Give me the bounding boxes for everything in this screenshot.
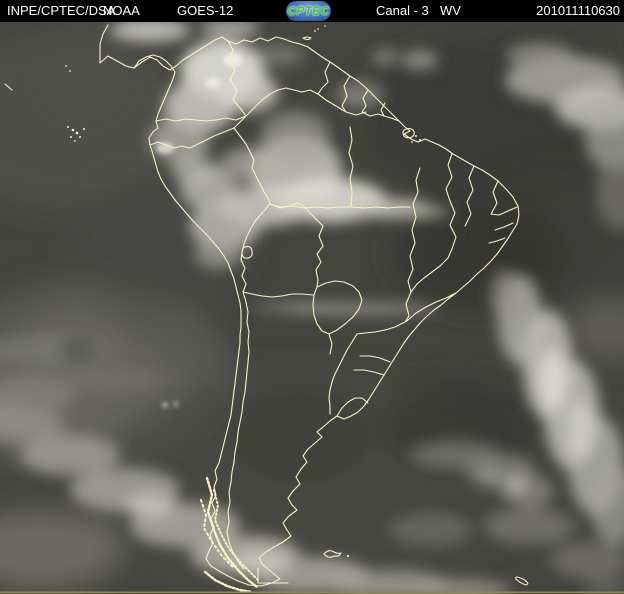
timestamp-label: 201011110630: [536, 3, 620, 18]
cloud-layer: [0, 18, 624, 594]
coastline: [99, 24, 520, 587]
agency-label: NOAA: [103, 3, 140, 18]
island-outlines: [4, 36, 529, 586]
bottom-edge-line: [0, 591, 624, 594]
cptec-logo-text: CPTEC: [287, 4, 330, 18]
fjord-texture: [200, 476, 260, 594]
cptec-logo: CPTEC: [286, 1, 331, 21]
island-dots: [65, 25, 421, 558]
channel-type-label: WV: [440, 3, 461, 18]
state-borders: [269, 126, 518, 376]
lake-titicaca: [241, 245, 253, 259]
map-borders: [4, 24, 529, 594]
country-borders: [149, 40, 400, 584]
organization-label: INPE/CPTEC/DSA: [7, 3, 116, 18]
channel-label: Canal - 3: [376, 3, 429, 18]
bright-spots-layer: [156, 53, 243, 407]
satellite-label: GOES-12: [177, 3, 234, 18]
